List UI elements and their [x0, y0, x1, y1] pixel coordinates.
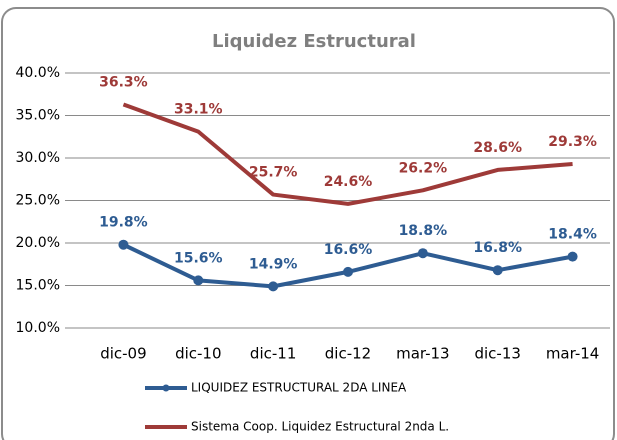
- legend-marker: [162, 384, 170, 392]
- y-tick-label: 30.0%: [16, 150, 60, 166]
- data-label: 29.3%: [548, 134, 597, 150]
- x-tick-label: dic-10: [175, 345, 221, 363]
- y-tick-label: 40.0%: [16, 65, 60, 81]
- data-label: 36.3%: [99, 74, 148, 90]
- point: [417, 248, 428, 259]
- y-tick-label: 10.0%: [16, 320, 60, 336]
- data-label: 16.6%: [324, 242, 373, 258]
- point: [492, 265, 503, 276]
- chart-title: Liquidez Estructural: [212, 31, 416, 52]
- x-tick-label: mar-13: [396, 345, 450, 363]
- data-label: 26.2%: [399, 160, 448, 176]
- point: [193, 275, 204, 286]
- legend-label: Sistema Coop. Liquidez Estructural 2nda …: [191, 420, 449, 434]
- data-label: 28.6%: [473, 140, 522, 156]
- data-label: 18.4%: [548, 227, 597, 243]
- x-tick-label: mar-14: [546, 345, 600, 363]
- series-line: [122, 102, 573, 206]
- data-label: 16.8%: [473, 240, 522, 256]
- data-label: 18.8%: [399, 223, 448, 239]
- point: [118, 239, 129, 250]
- data-label: 15.6%: [174, 250, 223, 266]
- point: [567, 251, 578, 262]
- data-label: 33.1%: [174, 102, 223, 118]
- x-tick-label: dic-12: [325, 345, 371, 363]
- data-label: 24.6%: [324, 174, 373, 190]
- legend-label: LIQUIDEZ ESTRUCTURAL 2DA LINEA: [191, 381, 407, 395]
- y-tick-label: 25.0%: [16, 193, 60, 209]
- y-tick-label: 15.0%: [16, 278, 60, 294]
- x-tick-label: dic-09: [100, 345, 146, 363]
- point: [268, 281, 279, 292]
- y-tick-label: 20.0%: [16, 235, 60, 251]
- x-tick-label: dic-11: [250, 345, 296, 363]
- data-label: 14.9%: [249, 256, 298, 272]
- point: [343, 266, 353, 277]
- x-tick-label: dic-13: [474, 345, 520, 363]
- data-label: 25.7%: [249, 165, 298, 181]
- data-label: 19.8%: [99, 215, 148, 231]
- y-tick-label: 35.0%: [16, 108, 60, 124]
